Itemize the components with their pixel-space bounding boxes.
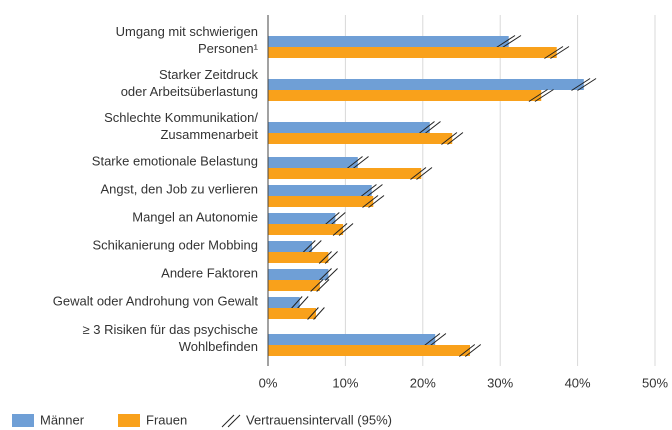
y-tick-label: Gewalt oder Androhung von Gewalt [53, 293, 259, 308]
error-bar [544, 46, 564, 59]
error-bar [447, 132, 464, 145]
bar [268, 196, 374, 207]
error-bar [464, 344, 482, 357]
error-bar [290, 296, 303, 309]
error-bar [307, 307, 319, 320]
error-bar [362, 195, 379, 208]
bar [268, 185, 372, 196]
error-bar [441, 132, 458, 145]
error-bar [424, 333, 441, 346]
x-tick-label: 40% [565, 375, 591, 390]
bar [268, 252, 329, 263]
error-bar [424, 121, 441, 134]
bar [268, 269, 329, 280]
bar [268, 36, 509, 47]
error-bar [313, 307, 325, 320]
bar [268, 79, 584, 90]
error-bar [316, 279, 330, 292]
error-bar [577, 78, 597, 91]
error-bar [458, 344, 476, 357]
y-tick-label: Schlechte Kommunikation/ [104, 110, 258, 125]
error-bar [571, 78, 591, 91]
error-bar [332, 223, 348, 236]
error-bar [496, 35, 516, 48]
x-tick-label: 0% [259, 375, 278, 390]
bar [268, 122, 430, 133]
bar [268, 168, 422, 179]
bar [268, 90, 542, 101]
error-bar [528, 89, 548, 102]
error-bar [331, 212, 346, 225]
error-bar [325, 212, 340, 225]
error-bar [430, 333, 447, 346]
bar [268, 133, 453, 144]
error-bar [338, 223, 354, 236]
legend-swatch [118, 414, 140, 427]
y-tick-label: Schikanierung oder Mobbing [93, 237, 259, 252]
error-bar [308, 240, 322, 253]
y-tick-label: Angst, den Job zu verlieren [100, 181, 258, 196]
legend-ci-icon [221, 414, 235, 428]
error-bar [346, 156, 363, 169]
error-bar [352, 156, 369, 169]
x-tick-label: 30% [487, 375, 513, 390]
error-bar [418, 121, 435, 134]
x-tick-label: 10% [332, 375, 358, 390]
bar [268, 47, 557, 58]
error-bar [534, 89, 554, 102]
y-tick-label: Wohlbefinden [179, 339, 258, 354]
bar [268, 308, 316, 319]
bar [268, 224, 344, 235]
y-tick-label: Andere Faktoren [161, 265, 258, 280]
bar [268, 241, 313, 252]
legend-label: Vertrauensintervall (95%) [246, 412, 392, 427]
legend-label: Männer [40, 412, 85, 427]
y-tick-label: Umgang mit schwierigen [116, 24, 258, 39]
bar [268, 280, 320, 291]
y-tick-label: ≥ 3 Risiken für das psychische [83, 322, 259, 337]
legend-ci-icon [227, 414, 241, 428]
error-bar [318, 268, 332, 281]
y-tick-label: Starker Zeitdruck [159, 67, 258, 82]
error-bar [302, 240, 316, 253]
bar [268, 157, 358, 168]
error-bar [324, 268, 338, 281]
error-bar [550, 46, 570, 59]
y-tick-label: Starke emotionale Belastung [92, 153, 258, 168]
bar [268, 213, 336, 224]
error-bar [324, 251, 338, 264]
error-bar [360, 184, 377, 197]
legend-swatch [12, 414, 34, 427]
error-bar [410, 167, 427, 180]
y-tick-label: Personen¹ [198, 41, 259, 56]
error-bar [296, 296, 309, 309]
x-tick-label: 20% [410, 375, 436, 390]
error-bar [310, 279, 324, 292]
error-bar [502, 35, 522, 48]
x-tick-label: 50% [642, 375, 668, 390]
error-bar [318, 251, 332, 264]
y-tick-label: Mangel an Autonomie [132, 209, 258, 224]
legend-label: Frauen [146, 412, 187, 427]
bar [268, 345, 471, 356]
error-bar [366, 184, 383, 197]
y-tick-label: oder Arbeitsüberlastung [121, 84, 258, 99]
bar [268, 334, 436, 345]
y-tick-label: Zusammenarbeit [160, 127, 258, 142]
error-bar [368, 195, 385, 208]
bar [268, 297, 300, 308]
error-bar [416, 167, 433, 180]
